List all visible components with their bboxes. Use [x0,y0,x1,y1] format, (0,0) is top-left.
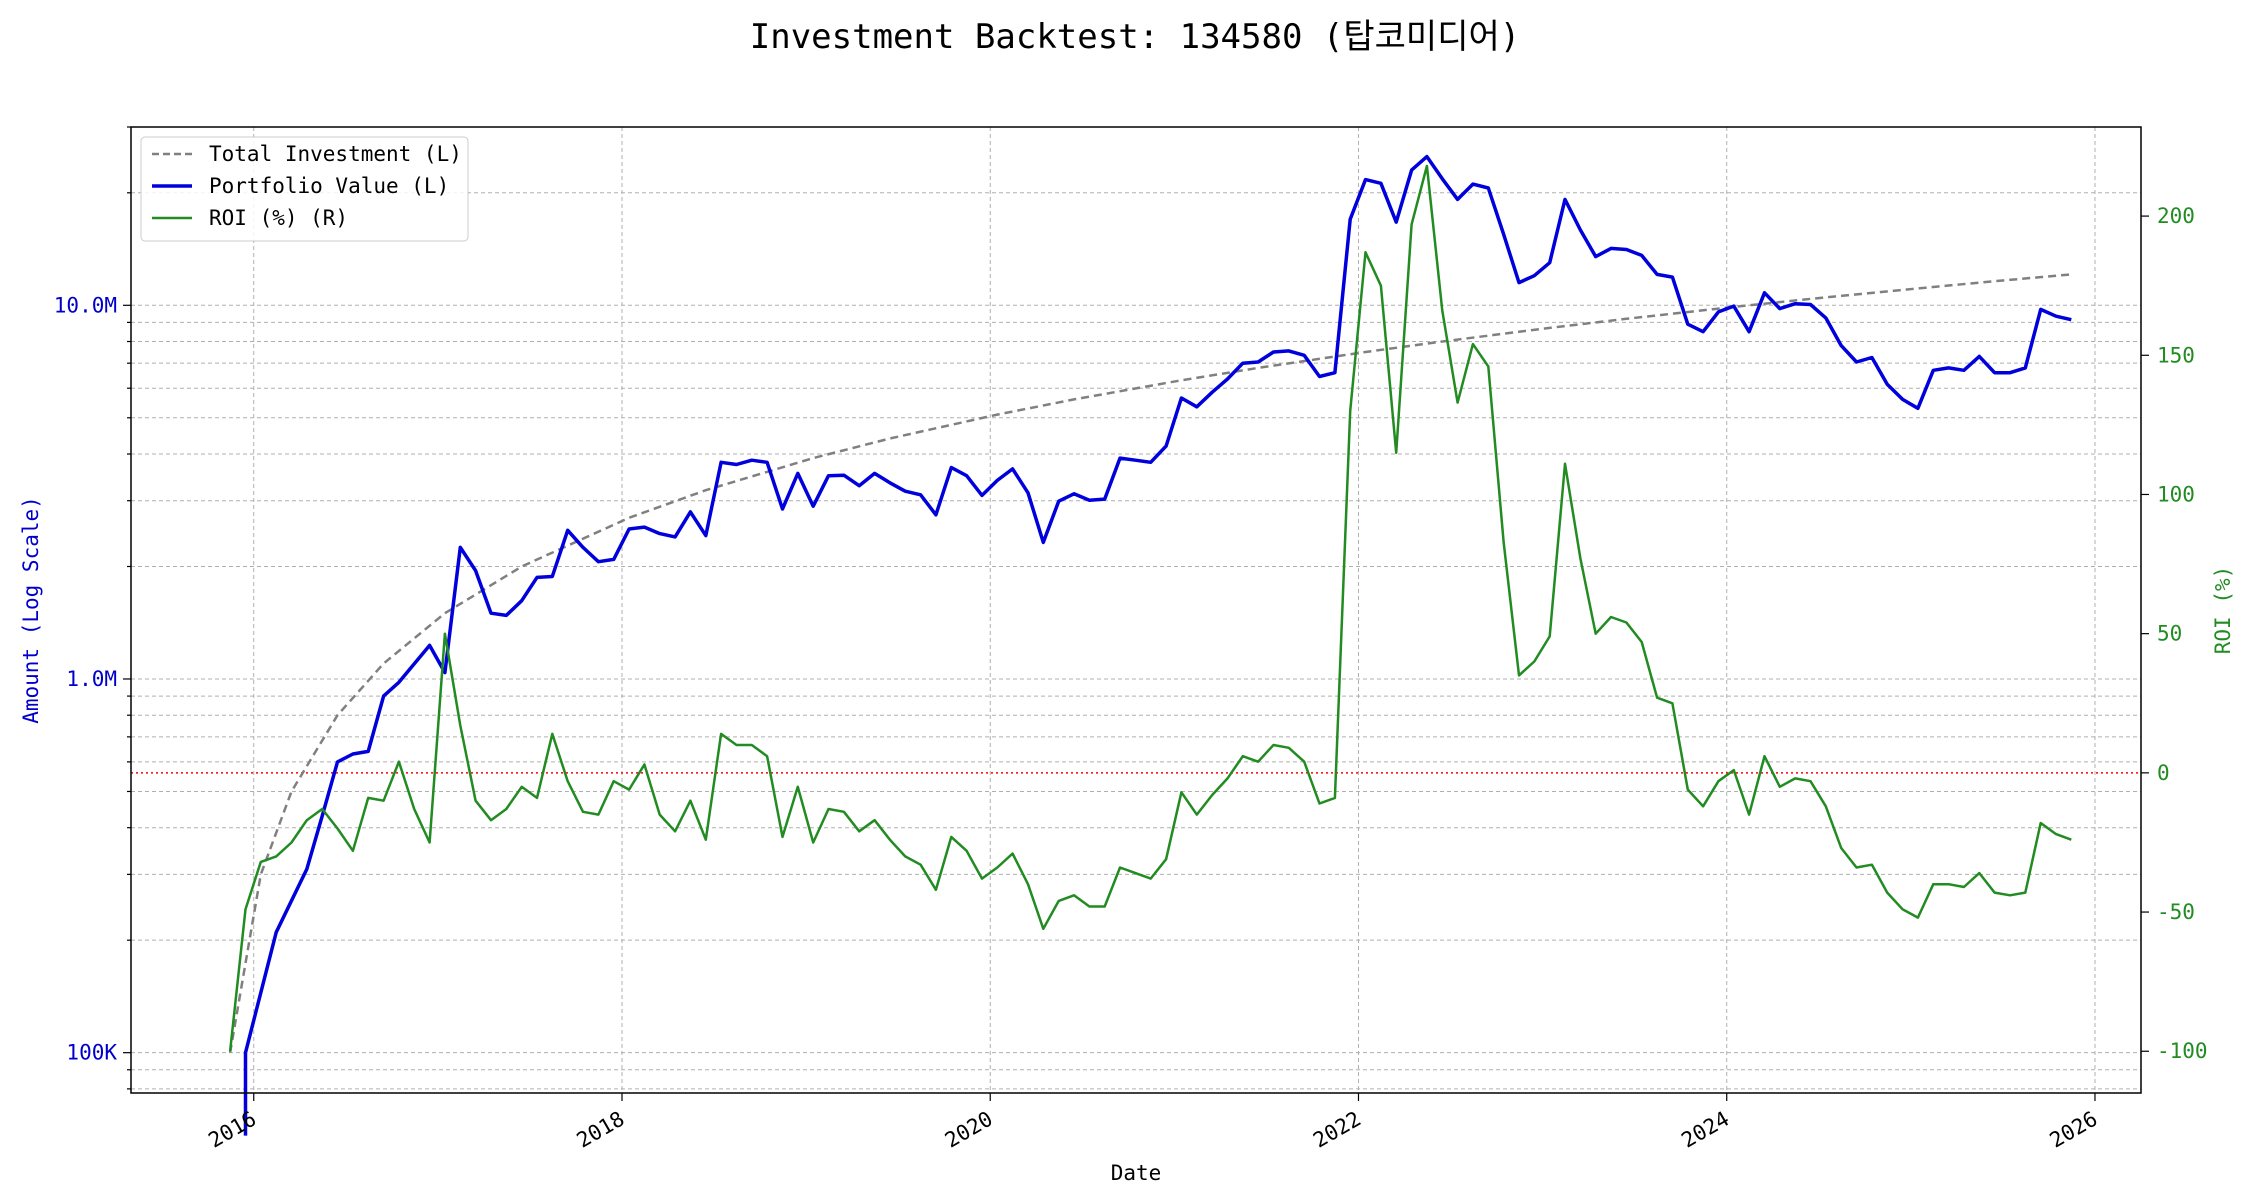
series-line-portfolio [243,154,2072,1136]
right-axis: -100 -50 0 50 100 150 200 [2141,204,2208,1063]
x-tick-label: 2020 [941,1107,997,1153]
legend-box [140,136,469,242]
x-tick-label: 2024 [1677,1107,1733,1153]
chart-title: Investment Backtest: 134580 (탑코미디어) [750,17,1521,57]
x-axis-label: Date [1111,1161,1162,1185]
right-tick-label: 100 [2157,482,2195,506]
left-tick-label: 100K [66,1041,117,1065]
right-tick-label: 0 [2157,761,2170,785]
x-tick-label: 2022 [1309,1107,1365,1153]
right-tick-label: 200 [2157,204,2195,228]
plot-frame [130,126,2142,1094]
right-tick-label: 50 [2157,622,2182,646]
series-layer [228,154,2072,1136]
legend: Total Investment (L) Portfolio Value (L)… [140,136,469,242]
x-tick-label: 2016 [204,1107,260,1153]
left-tick-label: 10.0M [54,293,117,317]
right-axis-label: ROI (%) [2211,566,2235,655]
left-axis-label: Amount (Log Scale) [19,496,43,724]
legend-label-portfolio: Portfolio Value (L) [209,174,449,198]
grid-layer [131,126,2141,1093]
right-tick-label: -100 [2157,1039,2208,1063]
legend-label-roi: ROI (%) (R) [209,206,348,230]
left-tick-label: 1.0M [66,667,117,691]
legend-label-investment: Total Investment (L) [209,142,462,166]
right-tick-label: -50 [2157,900,2195,924]
x-axis: 2016 2018 2020 2022 2024 2026 [204,1093,2101,1153]
right-tick-label: 150 [2157,343,2195,367]
series-line-investment [228,273,2072,1053]
series-line-roi [228,164,2072,1052]
left-axis: 100K 1.0M 10.0M [54,126,131,1090]
x-tick-label: 2018 [573,1107,629,1153]
x-tick-label: 2026 [2046,1107,2102,1153]
